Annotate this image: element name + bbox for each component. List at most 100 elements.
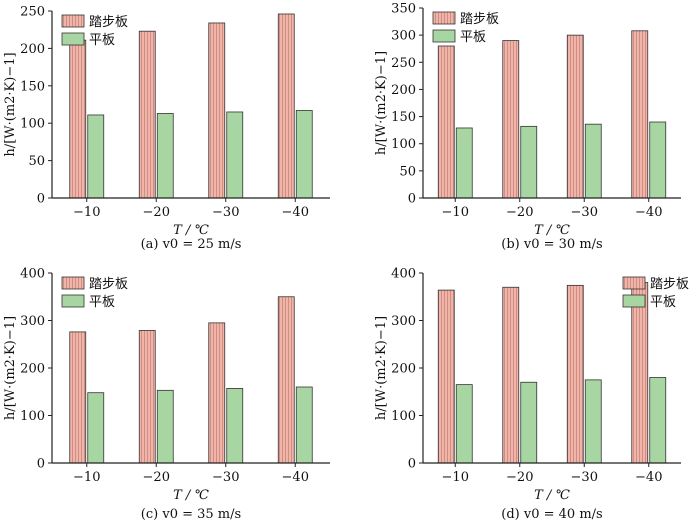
bar-flat-2 (226, 111, 244, 199)
bar-flat-0 (87, 392, 105, 464)
bar-flat-3 (295, 386, 313, 464)
bar-flat-1 (520, 125, 538, 199)
legend-swatch (61, 294, 85, 308)
legend-label: 踏步板 (460, 12, 499, 27)
y-tick-label: 100 (391, 137, 416, 152)
bar-flat-0 (455, 384, 473, 464)
legend-label: 踏步板 (89, 277, 128, 292)
chart-panel-0: −10 −20 −30 −40 0 50 100 150 200 250 h/[W·(m2·K)−1… (3, 5, 330, 252)
panel-caption: (a) v0 = 25 m/s (141, 237, 242, 252)
bar-stepped-0 (69, 39, 87, 199)
y-tick-label: 200 (20, 362, 45, 377)
y-tick-label: 350 (391, 2, 416, 17)
legend-swatch (622, 276, 646, 290)
x-tick-label: −10 (73, 205, 100, 220)
bar-flat-2 (584, 379, 602, 464)
bar-flat-3 (649, 121, 667, 199)
bar-stepped-1 (502, 286, 520, 464)
y-tick-label: 400 (391, 267, 416, 282)
legend-label: 平板 (89, 295, 115, 310)
y-tick-label: 0 (37, 457, 45, 472)
panel-caption: (d) v0 = 40 m/s (501, 507, 602, 522)
x-tick-label: −20 (506, 205, 533, 220)
panel-caption: (c) v0 = 35 m/s (141, 507, 241, 522)
y-tick-label: 400 (20, 267, 45, 282)
x-tick-label: −30 (212, 205, 239, 220)
x-axis-label: T / ℃ (173, 223, 209, 238)
x-tick-label: −30 (212, 470, 239, 485)
x-tick-label: −40 (282, 470, 309, 485)
legend-label: 平板 (89, 33, 115, 48)
x-tick-label: −10 (442, 470, 469, 485)
legend-swatch (61, 14, 85, 28)
y-tick-label: 0 (408, 192, 416, 207)
bar-stepped-3 (631, 282, 649, 464)
bar-flat-2 (584, 123, 602, 199)
bar-stepped-2 (566, 284, 584, 464)
y-tick-label: 100 (20, 409, 45, 424)
y-tick-label: 0 (408, 457, 416, 472)
x-axis-label: T / ℃ (534, 488, 570, 503)
legend-label: 平板 (650, 295, 676, 310)
bar-flat-1 (156, 113, 174, 199)
x-tick-label: −10 (442, 205, 469, 220)
y-tick-label: 300 (391, 29, 416, 44)
y-tick-label: 300 (20, 314, 45, 329)
bar-stepped-1 (502, 40, 520, 199)
y-axis-label: h/[W·(m2·K)−1] (374, 51, 389, 155)
chart-panel-3: −10 −20 −30 −40 0 100 200 300 400 h/[W·(m2·K)−1] T… (374, 267, 689, 523)
legend-label: 踏步板 (89, 15, 128, 30)
y-tick-label: 100 (20, 117, 45, 132)
y-axis-label: h/[W·(m2·K)−1] (374, 316, 389, 420)
x-tick-label: −40 (635, 470, 662, 485)
bar-flat-3 (295, 110, 313, 199)
bar-flat-1 (520, 381, 538, 464)
bar-stepped-3 (277, 13, 295, 199)
legend-label: 平板 (460, 30, 486, 45)
y-tick-label: 0 (37, 192, 45, 207)
y-tick-label: 200 (391, 83, 416, 98)
y-tick-label: 200 (20, 42, 45, 57)
panel-caption: (b) v0 = 30 m/s (501, 237, 602, 252)
y-tick-label: 300 (391, 314, 416, 329)
bar-stepped-2 (208, 322, 226, 464)
legend-swatch (622, 294, 646, 308)
bar-stepped-1 (138, 30, 156, 199)
chart-panel-2: −10 −20 −30 −40 0 100 200 300 400 h/[W·(m2·K)−1] T… (3, 267, 330, 522)
bar-stepped-3 (631, 30, 649, 199)
legend-swatch (61, 32, 85, 46)
y-tick-label: 50 (28, 154, 45, 169)
y-tick-label: 150 (391, 110, 416, 125)
bar-flat-0 (87, 114, 105, 199)
bar-stepped-3 (277, 296, 295, 464)
x-tick-label: −30 (571, 205, 598, 220)
x-tick-label: −40 (635, 205, 662, 220)
bar-stepped-2 (566, 34, 584, 199)
legend-swatch (61, 276, 85, 290)
x-tick-label: −20 (143, 205, 170, 220)
y-tick-label: 50 (399, 164, 416, 179)
legend-swatch (432, 29, 456, 43)
x-tick-label: −40 (282, 205, 309, 220)
bar-flat-0 (455, 127, 473, 199)
x-axis-label: T / ℃ (173, 488, 209, 503)
legend-swatch (432, 11, 456, 25)
x-axis-label: T / ℃ (534, 223, 570, 238)
x-tick-label: −10 (73, 470, 100, 485)
y-axis-label: h/[W·(m2·K)−1] (3, 316, 18, 420)
y-axis-label: h/[W·(m2·K)−1] (3, 52, 18, 156)
y-tick-label: 100 (391, 409, 416, 424)
x-tick-label: −30 (571, 470, 598, 485)
y-tick-label: 200 (391, 362, 416, 377)
bar-stepped-0 (437, 289, 455, 464)
y-tick-label: 250 (391, 56, 416, 71)
bar-stepped-0 (437, 45, 455, 199)
legend-label: 踏步板 (650, 277, 689, 292)
bar-stepped-1 (138, 330, 156, 464)
bar-flat-3 (649, 377, 667, 464)
x-tick-label: −20 (506, 470, 533, 485)
bar-stepped-0 (69, 331, 87, 464)
bar-flat-1 (156, 389, 174, 464)
y-tick-label: 150 (20, 79, 45, 94)
